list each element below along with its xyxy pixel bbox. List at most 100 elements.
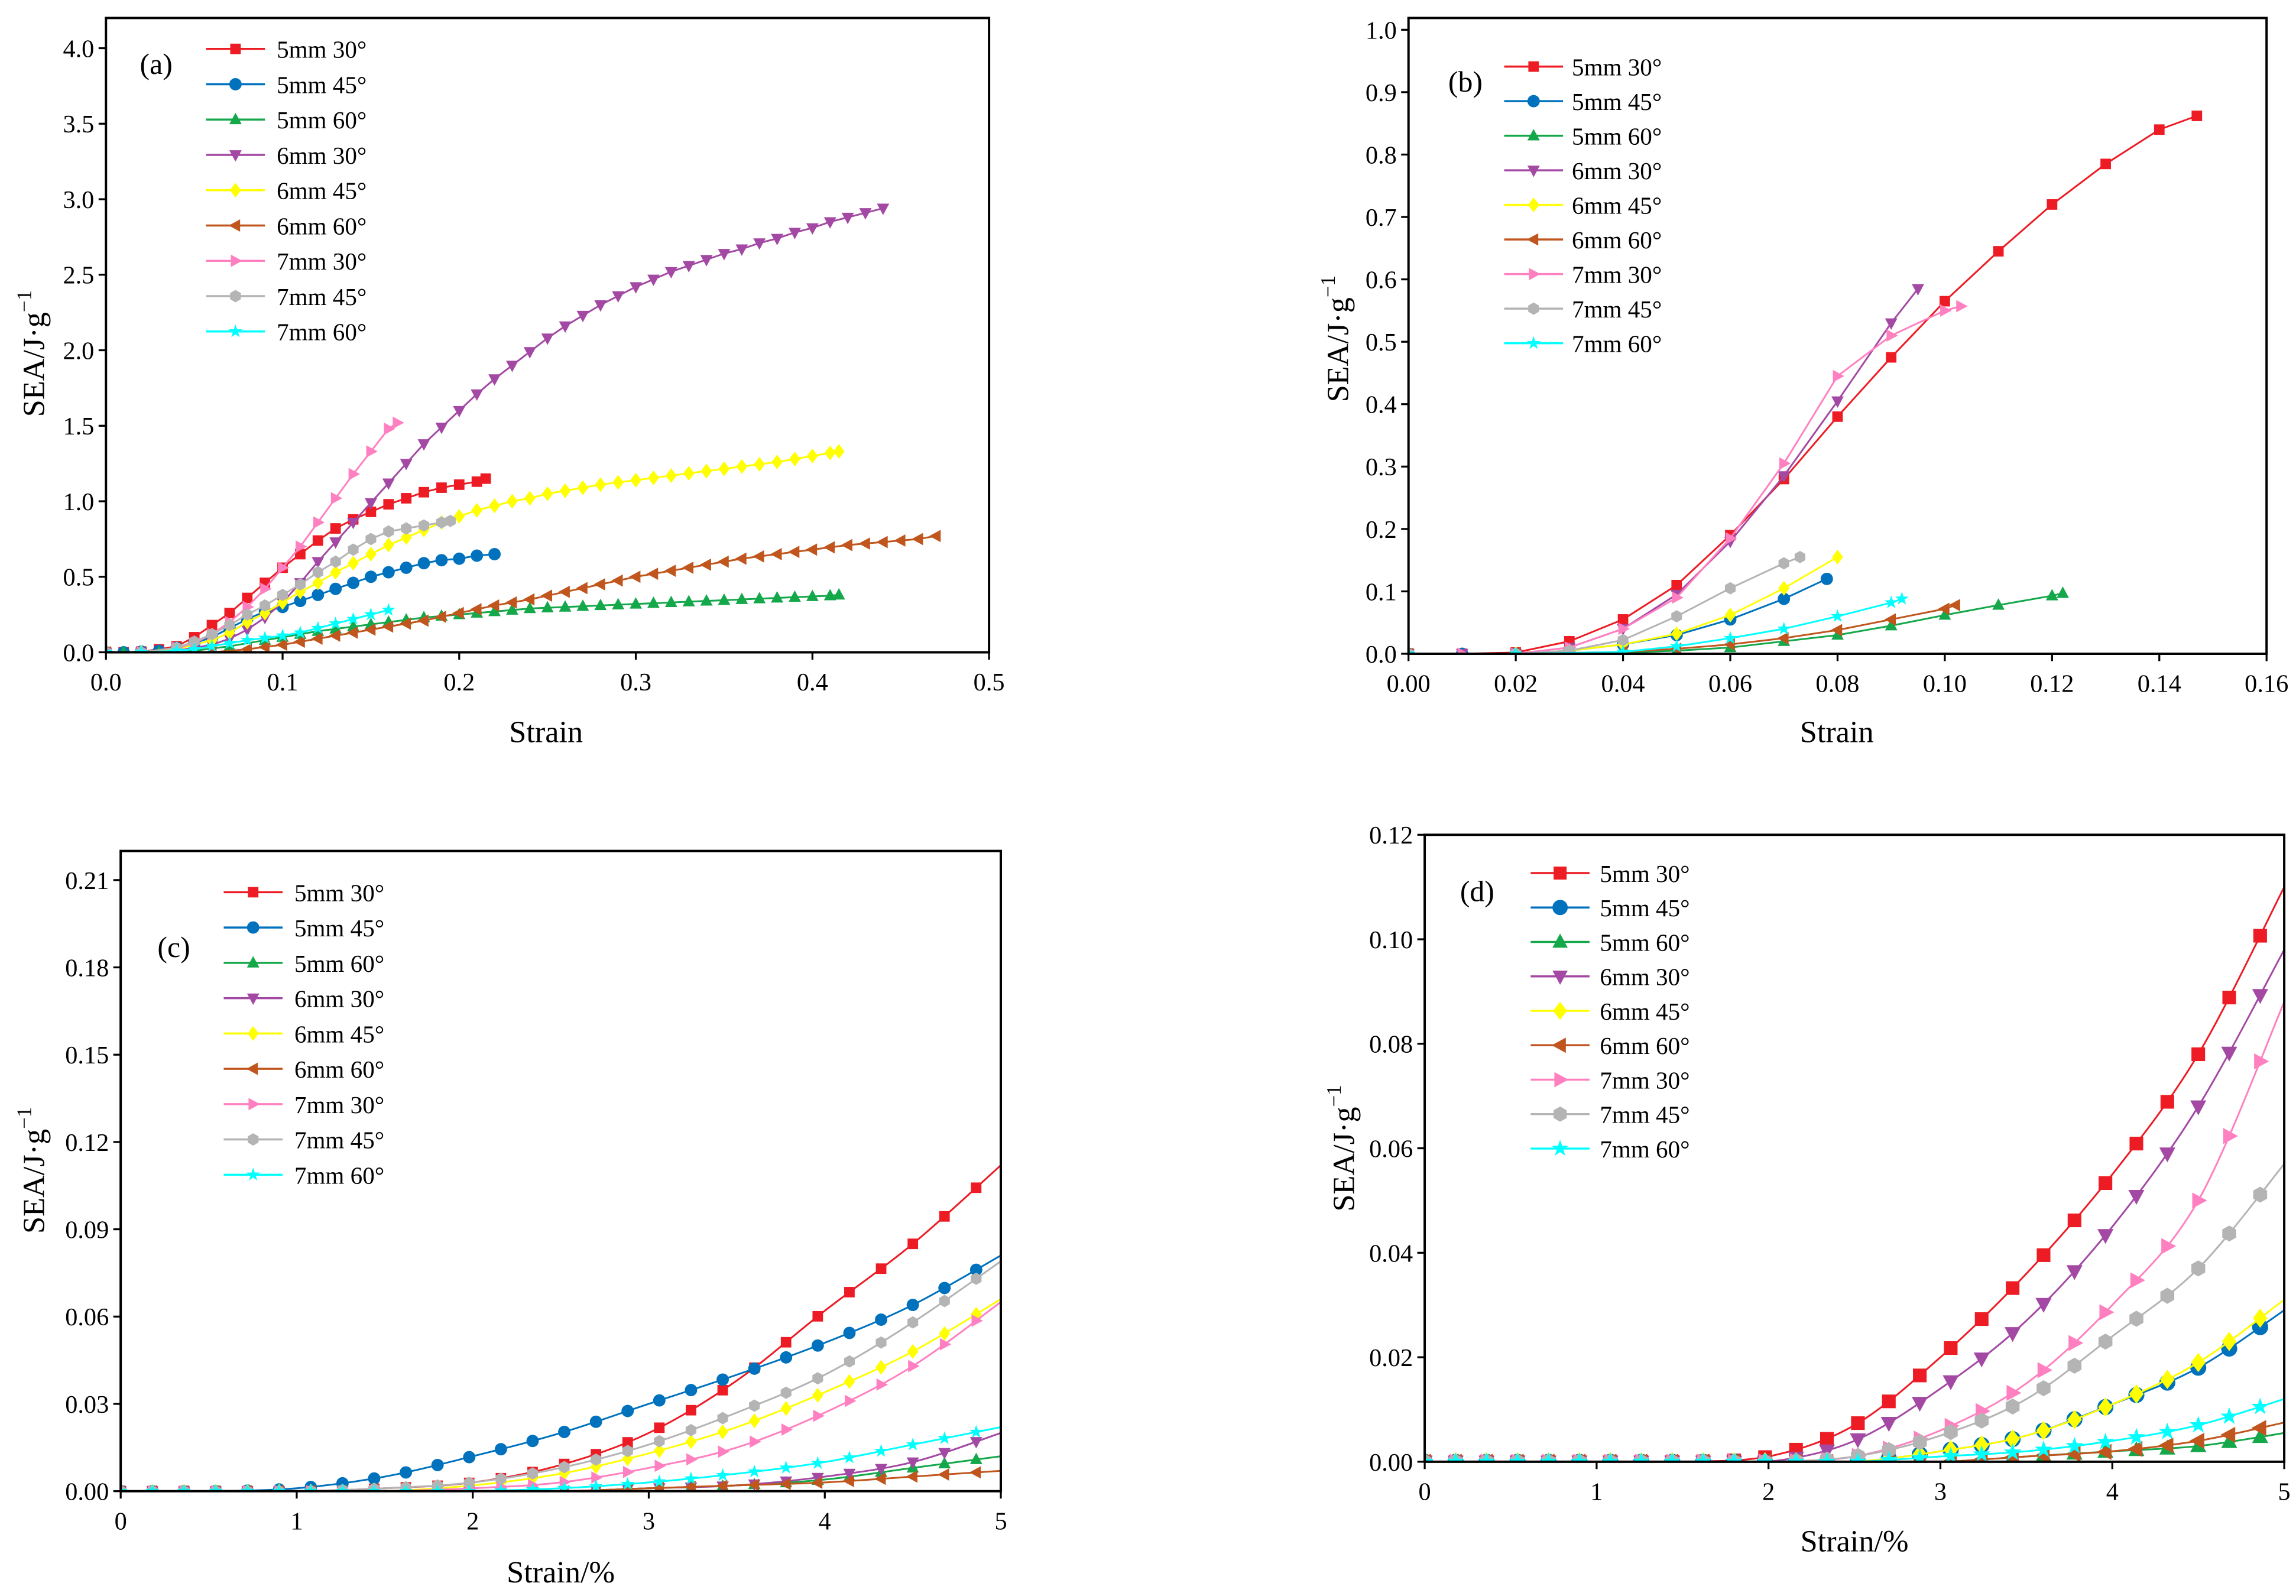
legend-item: 7mm 30° <box>1504 261 1662 288</box>
circle-marker <box>329 582 342 595</box>
triangle-up-marker <box>488 605 501 617</box>
circle-marker <box>247 921 260 934</box>
hexagon-marker <box>527 1467 539 1480</box>
star-marker <box>1831 609 1844 622</box>
star-marker <box>1895 592 1909 605</box>
triangle-down-marker <box>700 255 713 267</box>
triangle-left-marker <box>912 533 923 546</box>
triangle-down-marker <box>969 1437 982 1449</box>
triangle-left-marker <box>1948 599 1960 612</box>
hexagon-marker <box>260 599 271 612</box>
hexagon-marker <box>2222 1225 2236 1242</box>
x-tick-label: 4 <box>819 1507 831 1535</box>
x-tick-label: 0.02 <box>1494 670 1538 698</box>
square-marker <box>2067 1213 2081 1228</box>
legend-label: 5mm 45° <box>1572 88 1662 115</box>
legend-label: 7mm 60° <box>1572 330 1662 358</box>
square-marker <box>1617 614 1629 625</box>
x-tick-label: 0.06 <box>1708 670 1752 698</box>
triangle-right-marker <box>2254 1053 2269 1070</box>
triangle-up-marker <box>119 645 128 653</box>
legend-label: 7mm 30° <box>1572 261 1662 288</box>
circle-marker <box>621 1404 634 1417</box>
star-marker <box>2158 1422 2177 1439</box>
square-marker <box>971 1182 982 1193</box>
square-marker <box>480 473 491 484</box>
square-marker <box>2191 1047 2206 1062</box>
hexagon-marker <box>418 519 430 532</box>
y-tick-label: 0.18 <box>65 954 109 982</box>
triangle-left-marker <box>841 539 852 552</box>
triangle-left-marker <box>1551 1037 1566 1053</box>
star-marker <box>367 1484 381 1491</box>
star-marker <box>906 1437 920 1451</box>
triangle-right-marker <box>231 254 242 267</box>
star-marker <box>222 636 236 649</box>
star-marker <box>272 1484 286 1491</box>
legend-item: 5mm 30° <box>1530 860 1690 887</box>
triangle-up-marker <box>594 598 607 611</box>
triangle-down-marker <box>2252 989 2268 1004</box>
hexagon-marker <box>1794 550 1805 563</box>
triangle-right-marker <box>971 1314 983 1327</box>
star-marker <box>1509 646 1523 654</box>
square-marker <box>2160 1095 2174 1109</box>
square-marker <box>1671 579 1682 591</box>
star-marker <box>335 1484 349 1491</box>
series-line <box>1408 288 1919 654</box>
hexagon-marker <box>1944 1424 1958 1441</box>
triangle-down-marker <box>1885 318 1898 330</box>
triangle-down-marker <box>859 208 872 220</box>
triangle-down-marker <box>612 291 625 303</box>
triangle-left-marker <box>805 543 818 556</box>
legend-label: 6mm 60° <box>1600 1032 1689 1059</box>
square-marker <box>875 1263 887 1274</box>
square-marker <box>2253 929 2267 943</box>
triangle-up-marker <box>718 593 731 605</box>
triangle-left-marker <box>938 1468 949 1481</box>
triangle-left-marker <box>558 585 570 598</box>
hexagon-marker <box>2005 1398 2020 1415</box>
triangle-up-marker <box>229 112 242 125</box>
diamond-marker <box>348 556 359 571</box>
diamond-marker <box>2222 1332 2237 1351</box>
triangle-left-marker <box>1526 233 1539 246</box>
triangle-right-marker <box>1833 369 1844 382</box>
y-axis-title: SEA/J·g−1 <box>1322 1085 1361 1211</box>
series-line <box>1408 592 2063 654</box>
series-5mm-45- <box>1408 572 1833 654</box>
star-marker <box>1663 1452 1681 1462</box>
plot-frame <box>105 17 991 654</box>
diamond-marker <box>717 1424 728 1439</box>
triangle-up-marker <box>541 601 554 612</box>
star-marker <box>1425 1452 1434 1462</box>
triangle-right-marker <box>686 1453 698 1466</box>
star-marker <box>1818 1452 1836 1462</box>
diamond-marker <box>754 456 766 472</box>
y-tick-label: 0.06 <box>65 1303 109 1331</box>
star-marker <box>1526 336 1541 349</box>
triangle-left-marker <box>735 552 747 565</box>
x-axis-title: Strain/% <box>507 1555 615 1589</box>
triangle-up-marker <box>1938 608 1951 620</box>
series-group <box>1408 111 2203 654</box>
star-marker <box>246 1167 260 1181</box>
diamond-marker <box>771 455 783 470</box>
square-marker <box>2099 1176 2113 1190</box>
triangle-left-marker <box>2096 1443 2112 1460</box>
y-axis-title: SEA/J·g−1 <box>12 1107 51 1234</box>
triangle-left-marker <box>452 606 464 619</box>
star-marker <box>106 645 113 653</box>
triangle-down-marker <box>559 321 572 333</box>
triangle-left-marker <box>684 1480 696 1491</box>
triangle-left-marker <box>611 574 623 587</box>
triangle-down-marker <box>875 1464 887 1476</box>
y-tick-label: 0.15 <box>65 1042 109 1069</box>
triangle-down-marker <box>682 261 695 273</box>
star-marker <box>209 1484 223 1491</box>
legend-label: 5mm 60° <box>1600 929 1689 956</box>
y-tick-label: 0.10 <box>1369 926 1413 954</box>
triangle-left-marker <box>717 555 729 568</box>
legend-item: 5mm 45° <box>1504 88 1662 115</box>
square-marker <box>453 479 465 490</box>
